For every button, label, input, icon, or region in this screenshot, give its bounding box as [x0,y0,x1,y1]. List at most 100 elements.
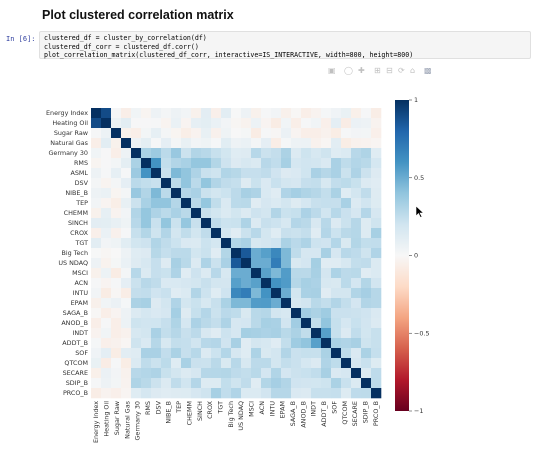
heatmap-cell[interactable] [241,298,252,309]
heatmap-cell[interactable] [351,258,362,269]
heatmap-cell[interactable] [151,218,162,229]
heatmap-cell[interactable] [301,268,312,279]
heatmap-cell[interactable] [251,218,262,229]
heatmap-cell[interactable] [201,218,212,229]
heatmap-cell[interactable] [211,168,222,179]
heatmap-cell[interactable] [321,318,332,329]
heatmap-cell[interactable] [301,338,312,349]
heatmap-cell[interactable] [261,108,272,119]
heatmap-cell[interactable] [161,178,172,189]
heatmap-cell[interactable] [331,138,342,149]
heatmap-cell[interactable] [361,298,372,309]
heatmap-cell[interactable] [371,388,382,399]
heatmap-cell[interactable] [161,158,172,169]
heatmap-cell[interactable] [211,378,222,389]
heatmap-cell[interactable] [271,148,282,159]
heatmap-cell[interactable] [131,158,142,169]
heatmap-cell[interactable] [171,348,182,359]
heatmap-cell[interactable] [361,288,372,299]
heatmap-cell[interactable] [191,258,202,269]
heatmap-cell[interactable] [271,118,282,129]
heatmap-cell[interactable] [161,358,172,369]
heatmap-cell[interactable] [361,388,372,399]
heatmap-cell[interactable] [161,188,172,199]
heatmap-cell[interactable] [331,208,342,219]
heatmap-cell[interactable] [151,198,162,209]
heatmap-cell[interactable] [191,178,202,189]
heatmap-cell[interactable] [371,158,382,169]
heatmap-cell[interactable] [291,318,302,329]
heatmap-cell[interactable] [271,288,282,299]
heatmap-cell[interactable] [151,258,162,269]
heatmap-cell[interactable] [161,348,172,359]
heatmap-cell[interactable] [171,368,182,379]
heatmap-cell[interactable] [91,178,102,189]
heatmap-cell[interactable] [151,348,162,359]
heatmap-cell[interactable] [341,138,352,149]
heatmap-cell[interactable] [191,378,202,389]
heatmap-cell[interactable] [251,358,262,369]
heatmap-cell[interactable] [261,348,272,359]
heatmap-cell[interactable] [171,248,182,259]
heatmap-cell[interactable] [171,148,182,159]
heatmap-cell[interactable] [371,208,382,219]
heatmap-cell[interactable] [161,308,172,319]
heatmap-cell[interactable] [211,348,222,359]
heatmap-cell[interactable] [121,358,132,369]
heatmap-cell[interactable] [221,268,232,279]
heatmap-cell[interactable] [311,348,322,359]
heatmap-cell[interactable] [131,228,142,239]
heatmap-cell[interactable] [291,258,302,269]
heatmap-cell[interactable] [131,358,142,369]
heatmap-cell[interactable] [201,208,212,219]
heatmap-cell[interactable] [351,228,362,239]
heatmap-cell[interactable] [371,118,382,129]
heatmap-cell[interactable] [191,348,202,359]
heatmap-cell[interactable] [261,288,272,299]
heatmap-cell[interactable] [281,108,292,119]
heatmap-cell[interactable] [361,128,372,139]
heatmap-cell[interactable] [341,168,352,179]
heatmap-cell[interactable] [311,128,322,139]
heatmap-cell[interactable] [131,338,142,349]
heatmap-cell[interactable] [241,368,252,379]
heatmap-cell[interactable] [341,348,352,359]
heatmap-cell[interactable] [371,248,382,259]
heatmap-cell[interactable] [361,208,372,219]
heatmap-cell[interactable] [371,378,382,389]
heatmap-cell[interactable] [211,218,222,229]
heatmap-cell[interactable] [191,358,202,369]
heatmap-cell[interactable] [111,188,122,199]
heatmap-cell[interactable] [261,158,272,169]
heatmap-cell[interactable] [181,118,192,129]
heatmap-cell[interactable] [321,178,332,189]
heatmap-cell[interactable] [321,118,332,129]
heatmap-cell[interactable] [351,118,362,129]
heatmap-cell[interactable] [261,248,272,259]
heatmap-cell[interactable] [171,318,182,329]
heatmap-cell[interactable] [121,218,132,229]
heatmap-cell[interactable] [351,138,362,149]
heatmap-cell[interactable] [271,128,282,139]
heatmap-cell[interactable] [301,328,312,339]
heatmap-cell[interactable] [291,338,302,349]
heatmap-cell[interactable] [141,268,152,279]
heatmap-cell[interactable] [231,288,242,299]
heatmap-cell[interactable] [231,338,242,349]
heatmap-cell[interactable] [91,348,102,359]
heatmap-cell[interactable] [221,128,232,139]
heatmap-cell[interactable] [201,258,212,269]
heatmap-cell[interactable] [221,168,232,179]
heatmap-cell[interactable] [191,388,202,399]
heatmap-cell[interactable] [251,298,262,309]
heatmap-cell[interactable] [311,188,322,199]
heatmap-cell[interactable] [181,208,192,219]
heatmap-cell[interactable] [311,198,322,209]
heatmap-cell[interactable] [281,318,292,329]
heatmap-cell[interactable] [231,378,242,389]
heatmap-cell[interactable] [291,188,302,199]
heatmap-cell[interactable] [121,288,132,299]
heatmap-cell[interactable] [281,178,292,189]
heatmap-cell[interactable] [251,168,262,179]
heatmap-cell[interactable] [221,258,232,269]
